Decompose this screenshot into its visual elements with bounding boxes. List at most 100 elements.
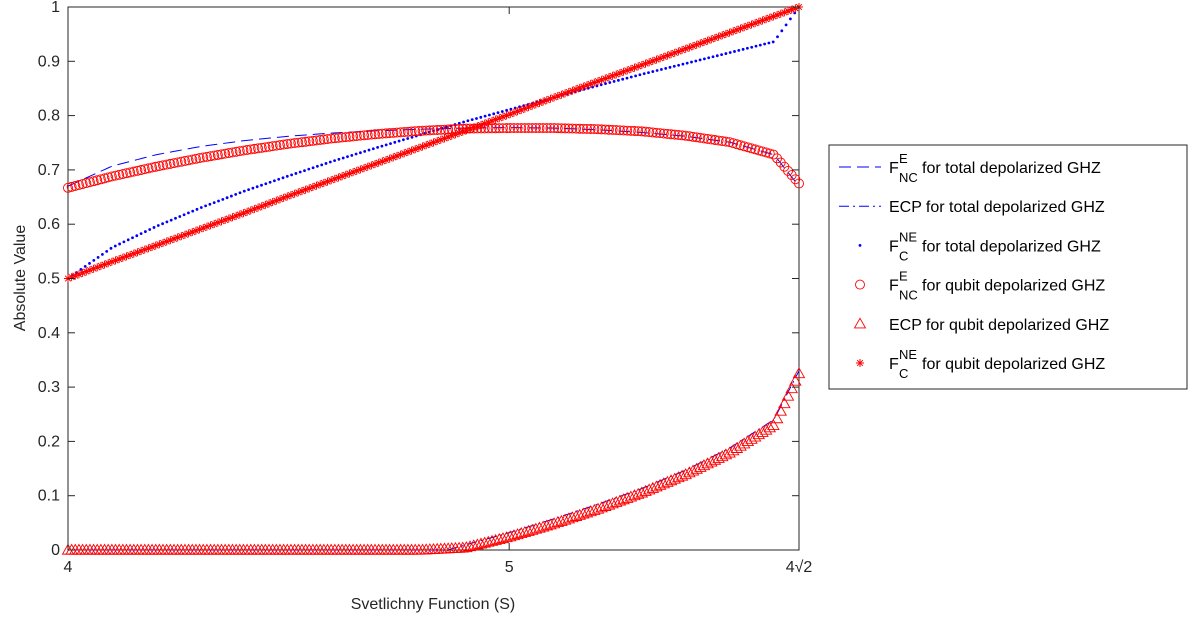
series-point xyxy=(376,146,379,149)
series-point xyxy=(88,176,99,187)
series-point xyxy=(493,532,506,544)
series-point xyxy=(225,196,229,200)
series-point xyxy=(604,82,607,86)
series-point xyxy=(500,531,513,543)
series-point xyxy=(583,81,592,90)
series-point xyxy=(664,66,668,70)
series-point xyxy=(355,130,366,141)
series-point xyxy=(684,131,695,142)
series-point xyxy=(144,230,147,233)
series-point xyxy=(395,127,406,138)
series-point xyxy=(642,72,646,76)
series-point xyxy=(471,538,484,550)
series-point xyxy=(617,78,620,82)
series-5 xyxy=(64,3,803,283)
series-point xyxy=(294,188,303,197)
series-point xyxy=(607,124,618,135)
series-point xyxy=(285,174,289,178)
series-point xyxy=(275,140,285,151)
series-point xyxy=(231,146,242,157)
series-point xyxy=(406,137,410,140)
series-point xyxy=(778,397,791,409)
series-point xyxy=(652,55,661,64)
series-point xyxy=(780,29,784,33)
series-point xyxy=(333,159,336,163)
series-point xyxy=(126,238,130,242)
legend-swatch xyxy=(853,317,867,329)
y-tick-label: 0.2 xyxy=(38,433,60,450)
series-point xyxy=(169,158,179,169)
series-point xyxy=(96,255,100,259)
legend-label-base: F xyxy=(889,238,899,255)
series-point xyxy=(377,128,388,139)
series-point xyxy=(733,50,736,53)
series-point xyxy=(422,141,431,150)
series-point xyxy=(614,125,625,136)
series-point xyxy=(513,107,522,116)
series-point xyxy=(81,178,92,189)
series-point xyxy=(655,69,659,72)
series-point xyxy=(647,71,650,75)
series-point xyxy=(593,124,603,135)
series-point xyxy=(159,238,168,247)
series-point xyxy=(201,151,212,162)
series-point xyxy=(147,162,158,173)
legend-label-text: for total depolarized GHZ xyxy=(922,238,1101,255)
series-point xyxy=(608,71,617,80)
series-point xyxy=(735,140,746,151)
series-point xyxy=(666,129,677,140)
series-point xyxy=(500,110,504,113)
series-point xyxy=(289,138,300,149)
series-point xyxy=(621,77,625,81)
series-point xyxy=(294,172,298,175)
series-point xyxy=(148,228,152,231)
series-point xyxy=(328,160,332,164)
series-point xyxy=(264,182,268,186)
series-point xyxy=(467,539,480,551)
series-point xyxy=(512,123,523,134)
series-point xyxy=(99,173,110,184)
series-point xyxy=(208,202,212,206)
series-point xyxy=(296,137,307,148)
series-point xyxy=(70,180,81,191)
series-point xyxy=(636,126,647,137)
series-point xyxy=(161,222,165,226)
series-point xyxy=(410,126,421,137)
legend-label-base: F xyxy=(889,160,899,177)
series-point xyxy=(776,35,779,39)
series-point xyxy=(541,123,552,134)
series-point xyxy=(344,131,355,142)
series-point xyxy=(685,61,689,65)
series-point xyxy=(514,527,528,538)
series-point xyxy=(255,185,259,189)
series-point xyxy=(242,189,246,193)
series-point xyxy=(629,75,633,79)
series-point xyxy=(341,156,345,160)
series-point xyxy=(724,52,728,55)
series-point xyxy=(156,224,160,227)
series-point xyxy=(125,167,136,178)
series-point xyxy=(660,68,663,71)
series-point xyxy=(556,123,567,134)
series-point xyxy=(410,135,414,139)
series-point xyxy=(603,124,614,135)
series-point xyxy=(348,131,359,142)
series-point xyxy=(522,524,535,536)
series-point xyxy=(311,135,322,146)
series-point xyxy=(764,148,775,159)
series-point xyxy=(205,151,216,162)
series-point xyxy=(767,419,780,430)
series-point xyxy=(530,123,541,134)
series-point xyxy=(435,124,446,135)
series-point xyxy=(774,404,788,416)
series-point xyxy=(74,180,84,190)
series-point xyxy=(728,138,739,149)
series-point xyxy=(373,128,384,139)
series-point xyxy=(326,133,337,144)
series-point xyxy=(578,123,589,134)
legend-label-text: for qubit depolarized GHZ xyxy=(922,356,1105,373)
series-point xyxy=(585,124,596,134)
series-point xyxy=(154,161,165,171)
series-point xyxy=(647,127,658,138)
